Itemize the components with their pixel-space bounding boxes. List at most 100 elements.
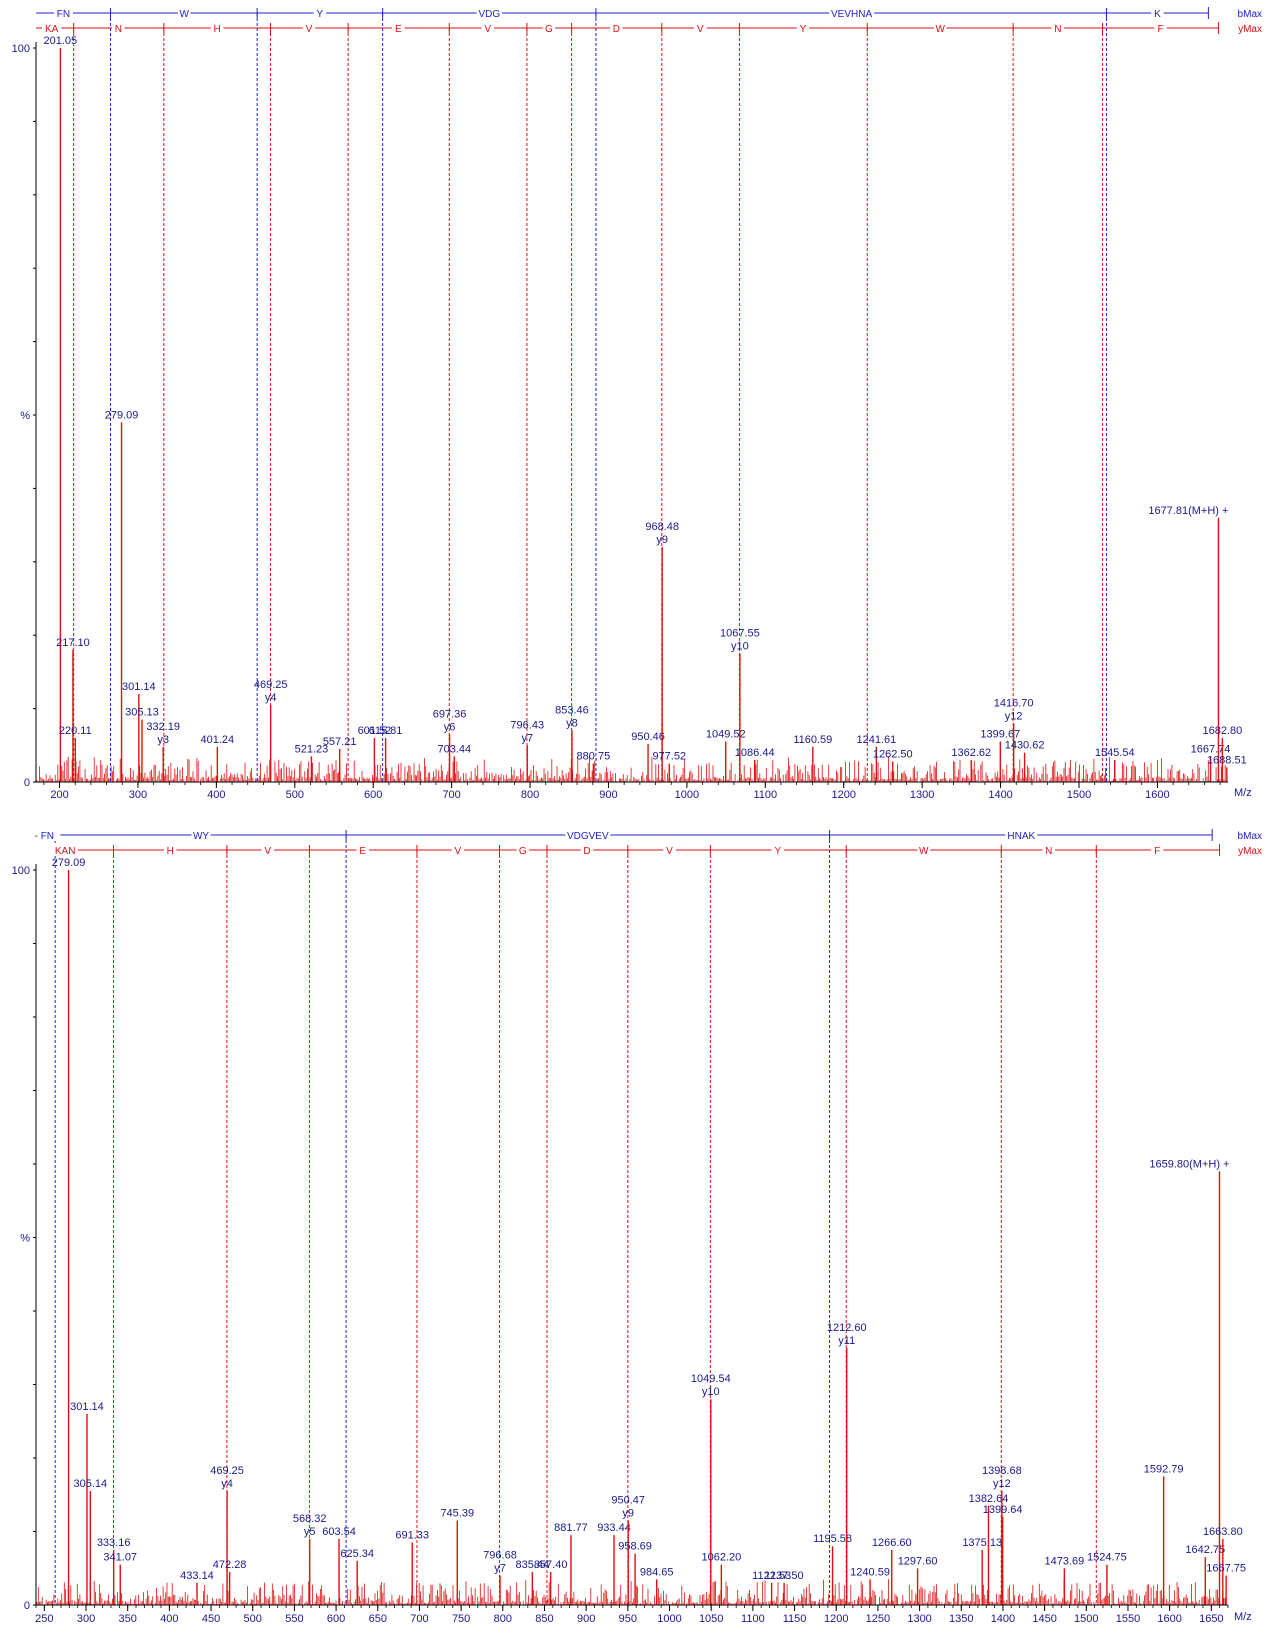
peak-label: 341.07	[103, 1552, 137, 1564]
x-tick-label: 600	[364, 789, 382, 801]
peak-label: 603.54	[322, 1526, 356, 1538]
ladder-name-bMax: bMax	[1238, 9, 1262, 20]
ion-label: y9	[656, 534, 668, 546]
residue-label: F	[1158, 24, 1164, 35]
x-tick-label: 250	[35, 1613, 53, 1625]
ion-label: y3	[157, 734, 169, 746]
x-tick-label: 900	[599, 789, 617, 801]
x-tick-label: 1000	[657, 1613, 681, 1625]
peak-label: 1362.62	[951, 747, 991, 759]
residue-label: W	[919, 846, 929, 857]
y-tick-label: 100	[12, 43, 30, 55]
peak-label: 1049.54	[691, 1373, 731, 1385]
residue-label: V	[666, 846, 673, 857]
peak-label: 1382.64	[969, 1493, 1009, 1505]
y-tick-label: 0	[24, 1600, 30, 1612]
x-tick-label: 700	[442, 789, 460, 801]
peak-label: 745.39	[440, 1507, 474, 1519]
ion-label: y9	[622, 1507, 634, 1519]
x-tick-label: 600	[327, 1613, 345, 1625]
residue-label: V	[454, 846, 461, 857]
residue-label: G	[519, 846, 527, 857]
peak-label: 691.33	[395, 1530, 429, 1542]
x-tick-label: 1500	[1067, 789, 1091, 801]
peak-label: 625.34	[340, 1548, 374, 1560]
x-tick-label: 700	[410, 1613, 428, 1625]
sequence-ladder-bMax: - FN WY VDGVEV HNAK bMax	[28, 829, 1262, 842]
peak-label: 1262.50	[873, 748, 913, 760]
x-tick-label: 1400	[991, 1613, 1015, 1625]
residue-label: Y	[800, 24, 807, 35]
ion-label: y4	[265, 692, 277, 704]
spectrum-panel-bottom: 279.09 301.14 305.14 333.16 341.07 433.14 y446…	[12, 829, 1262, 1625]
ion-label: y8	[566, 718, 578, 730]
peak-label: 1240.59	[850, 1566, 890, 1578]
residue-label: D	[583, 846, 590, 857]
ion-label: y11	[838, 1335, 855, 1347]
residue-label: N	[115, 24, 122, 35]
ion-label: y10	[731, 641, 749, 653]
peak-label: 1663.80	[1203, 1526, 1243, 1538]
peak-label: 977.52	[652, 751, 686, 763]
peak-label: 881.77	[554, 1522, 588, 1534]
ladder-name-yMax: yMax	[1238, 24, 1262, 35]
ion-label: y10	[702, 1386, 720, 1398]
residue-label: FN	[57, 9, 70, 20]
peak-label: 305.13	[125, 707, 159, 719]
peak-label: 1642.75	[1185, 1544, 1225, 1556]
residue-label: E	[395, 24, 402, 35]
peak-label: 279.09	[105, 409, 139, 421]
peak-label: 1067.55	[720, 628, 760, 640]
residue-label: V	[264, 846, 271, 857]
x-tick-label: 1650	[1199, 1613, 1223, 1625]
peak-label: 301.14	[122, 681, 156, 693]
peak-label: 469.25	[254, 679, 288, 691]
peak-label: 1049.52	[706, 729, 746, 741]
x-tick-label: 1300	[907, 1613, 931, 1625]
peak-label: 950.47	[611, 1494, 645, 1506]
peak-label: 401.24	[201, 734, 235, 746]
peak-label: 332.19	[146, 721, 180, 733]
residue-label: E	[359, 846, 366, 857]
peak-label: 1399.67	[980, 729, 1020, 741]
x-tick-label: 1300	[910, 789, 934, 801]
residue-label: N	[1054, 24, 1061, 35]
residue-label: VDGVEV	[567, 831, 609, 842]
x-tick-label: 1600	[1145, 789, 1169, 801]
x-axis-label: M/z	[1234, 787, 1252, 799]
x-tick-label: 1100	[741, 1613, 765, 1625]
residue-label: G	[545, 24, 553, 35]
x-tick-label: 1600	[1157, 1613, 1181, 1625]
x-tick-label: 800	[494, 1613, 512, 1625]
residue-label: Y	[317, 9, 324, 20]
residue-label: V	[484, 24, 491, 35]
y-tick-label: %	[20, 410, 30, 422]
ladder-name-yMax: yMax	[1238, 846, 1262, 857]
x-tick-label: 450	[202, 1613, 220, 1625]
peak-label: 1545.54	[1095, 747, 1135, 759]
peak-label: 615.81	[369, 725, 403, 737]
peak-label: 968.48	[645, 521, 679, 533]
residue-label: W	[179, 9, 189, 20]
x-tick-label: 1450	[1032, 1613, 1056, 1625]
x-tick-label: 1350	[949, 1613, 973, 1625]
peak-label: 1592.79	[1144, 1463, 1184, 1475]
x-tick-label: 500	[244, 1613, 262, 1625]
residue-label: V	[697, 24, 704, 35]
ion-label: y12	[993, 1478, 1011, 1490]
x-tick-label: 750	[452, 1613, 470, 1625]
peak-label: 933.44	[597, 1522, 631, 1534]
peak-label: 1137.50	[765, 1570, 804, 1582]
x-tick-label: 1150	[783, 1613, 807, 1625]
residue-label: H	[214, 24, 221, 35]
peak-label: 217.10	[56, 637, 90, 649]
peak-label: 433.14	[180, 1570, 214, 1582]
x-tick-label: 950	[619, 1613, 637, 1625]
x-tick-label: 1200	[831, 789, 855, 801]
ion-label: y5	[304, 1526, 316, 1538]
noise-baseline	[36, 756, 1226, 782]
residue-label: N	[1045, 846, 1052, 857]
x-tick-label: 300	[129, 789, 147, 801]
x-tick-label: 1250	[866, 1613, 890, 1625]
